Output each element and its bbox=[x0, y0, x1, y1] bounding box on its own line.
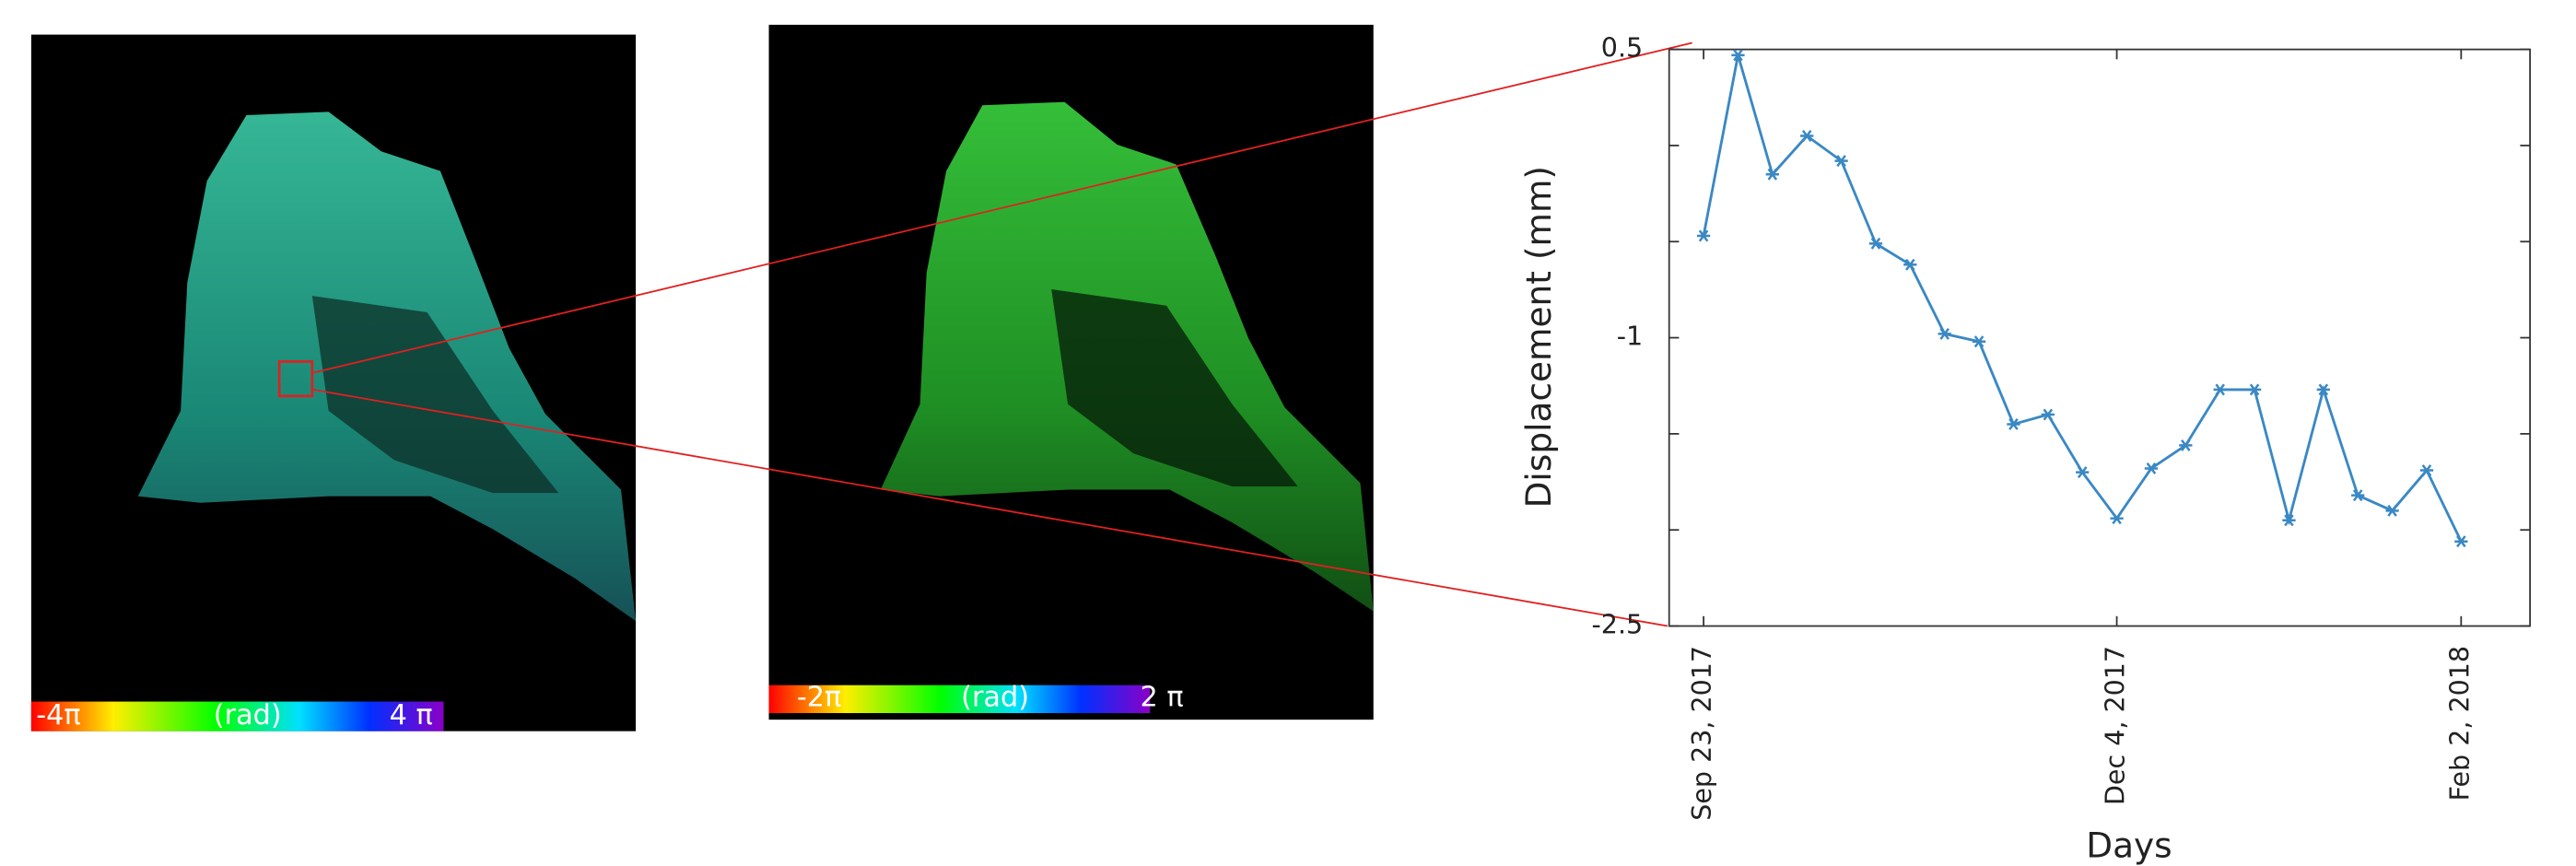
line-chart: Displacement (mm) Days 0.5 -1 -2.5 Sep 23, … bbox=[1518, 33, 2531, 866]
data-point bbox=[2041, 408, 2055, 421]
colorbar-label: -2π bbox=[797, 681, 841, 713]
colorbar bbox=[30, 701, 444, 731]
colorbar-label: (rad) bbox=[214, 699, 282, 731]
data-point bbox=[2213, 383, 2227, 396]
data-point bbox=[1765, 168, 1779, 181]
data-point bbox=[2385, 504, 2399, 517]
data-point bbox=[2110, 512, 2124, 525]
colorbar-label: (rad) bbox=[961, 681, 1029, 713]
data-point bbox=[2076, 466, 2090, 479]
data-point bbox=[2454, 535, 2468, 548]
data-point bbox=[2247, 383, 2262, 396]
data-point bbox=[1972, 335, 1986, 348]
terrain-shadow bbox=[1051, 288, 1298, 486]
colorbar-label: 2 π bbox=[1141, 681, 1184, 713]
data-point bbox=[1868, 237, 1883, 250]
data-point bbox=[2282, 514, 2296, 527]
data-point bbox=[1903, 258, 1917, 271]
data-point bbox=[2179, 439, 2193, 451]
x-tick-label: Sep 23, 2017 bbox=[1687, 646, 1717, 821]
data-point bbox=[2316, 383, 2330, 396]
y-tick-label: -2.5 bbox=[1592, 610, 1644, 640]
data-point bbox=[1731, 49, 1745, 62]
zoom-line bbox=[311, 41, 1692, 374]
colorbar bbox=[768, 685, 1151, 714]
data-point bbox=[2351, 489, 2365, 502]
data-point bbox=[1938, 327, 1951, 340]
data-point bbox=[2007, 418, 2020, 430]
map-right: -2π (rad) 2 π bbox=[768, 24, 1374, 720]
x-tick-label: Feb 2, 2018 bbox=[2444, 646, 2475, 801]
selection-box bbox=[277, 360, 314, 398]
y-tick-label: -1 bbox=[1617, 322, 1643, 352]
plot-frame bbox=[1668, 48, 2531, 627]
data-point bbox=[1800, 130, 1814, 142]
x-axis-label: Days bbox=[2086, 825, 2172, 866]
data-point bbox=[2144, 462, 2159, 474]
colorbar-label: -4π bbox=[36, 699, 80, 731]
data-point bbox=[2419, 464, 2434, 476]
terrain-shadow bbox=[311, 296, 559, 494]
colorbar-label: 4 π bbox=[390, 699, 433, 731]
y-axis-label: Displacement (mm) bbox=[1518, 166, 1559, 508]
x-tick-label: Dec 4, 2017 bbox=[2101, 646, 2131, 805]
data-point bbox=[1834, 155, 1848, 168]
zoom-line bbox=[311, 388, 1669, 627]
data-point bbox=[1696, 229, 1711, 242]
map-left: -4π (rad) 4 π bbox=[30, 34, 637, 731]
y-tick-label: 0.5 bbox=[1601, 33, 1643, 64]
